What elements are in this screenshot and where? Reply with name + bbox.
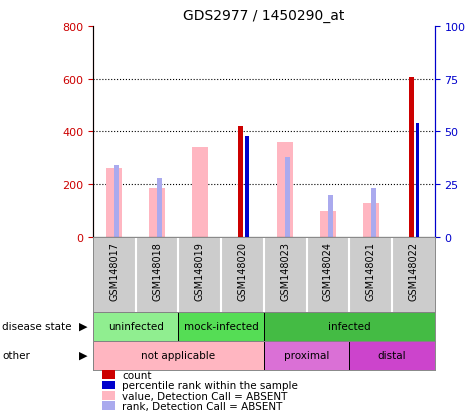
Text: disease state: disease state bbox=[2, 321, 72, 331]
Bar bbox=[192, 148, 208, 237]
Title: GDS2977 / 1450290_at: GDS2977 / 1450290_at bbox=[183, 9, 345, 23]
Bar bbox=[320, 211, 336, 237]
Bar bbox=[106, 169, 122, 237]
Text: not applicable: not applicable bbox=[141, 350, 215, 360]
Text: GSM148019: GSM148019 bbox=[195, 241, 205, 300]
Bar bbox=[363, 203, 379, 237]
Bar bbox=[238, 127, 243, 237]
Text: proximal: proximal bbox=[284, 350, 329, 360]
Bar bbox=[93, 341, 264, 370]
Text: GSM148024: GSM148024 bbox=[323, 241, 333, 300]
Bar bbox=[416, 124, 419, 237]
Bar bbox=[285, 157, 290, 237]
Text: count: count bbox=[122, 370, 152, 380]
Text: GSM148017: GSM148017 bbox=[109, 241, 120, 300]
Text: other: other bbox=[2, 350, 30, 360]
Bar bbox=[179, 312, 264, 341]
Bar bbox=[349, 341, 435, 370]
Bar bbox=[328, 195, 333, 237]
Text: infected: infected bbox=[328, 321, 371, 331]
Text: GSM148021: GSM148021 bbox=[365, 241, 376, 300]
Text: ▶: ▶ bbox=[79, 321, 87, 331]
Text: rank, Detection Call = ABSENT: rank, Detection Call = ABSENT bbox=[122, 401, 283, 411]
Text: uninfected: uninfected bbox=[108, 321, 164, 331]
Bar bbox=[149, 189, 165, 237]
Text: percentile rank within the sample: percentile rank within the sample bbox=[122, 380, 298, 390]
Bar bbox=[93, 312, 179, 341]
Text: GSM148022: GSM148022 bbox=[408, 241, 418, 300]
Text: mock-infected: mock-infected bbox=[184, 321, 259, 331]
Text: GSM148018: GSM148018 bbox=[152, 241, 162, 300]
Bar bbox=[371, 189, 376, 237]
Bar bbox=[409, 78, 414, 237]
Bar bbox=[245, 136, 248, 237]
Bar bbox=[277, 143, 293, 237]
Text: GSM148020: GSM148020 bbox=[238, 241, 247, 300]
Bar bbox=[114, 166, 120, 237]
Bar bbox=[264, 312, 435, 341]
Text: value, Detection Call = ABSENT: value, Detection Call = ABSENT bbox=[122, 391, 288, 401]
Text: ▶: ▶ bbox=[79, 350, 87, 360]
Text: GSM148023: GSM148023 bbox=[280, 241, 290, 300]
Text: distal: distal bbox=[378, 350, 406, 360]
Bar bbox=[157, 178, 162, 237]
Bar bbox=[264, 341, 349, 370]
